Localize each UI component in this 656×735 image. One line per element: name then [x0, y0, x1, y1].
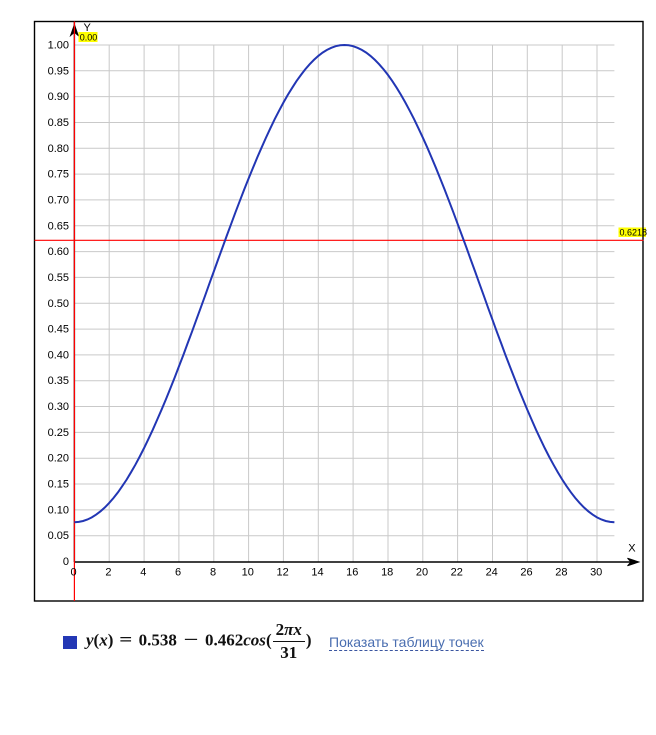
svg-text:0.35: 0.35: [48, 375, 69, 387]
svg-text:0.65: 0.65: [48, 220, 69, 232]
svg-text:12: 12: [276, 567, 288, 579]
svg-text:24: 24: [486, 567, 498, 579]
svg-text:28: 28: [555, 567, 567, 579]
svg-text:0.25: 0.25: [48, 427, 69, 439]
svg-text:0.60: 0.60: [48, 246, 69, 258]
svg-text:0.10: 0.10: [48, 504, 69, 516]
svg-text:0.75: 0.75: [48, 169, 69, 181]
svg-text:16: 16: [346, 567, 358, 579]
svg-text:0.90: 0.90: [48, 91, 69, 103]
svg-text:0.45: 0.45: [48, 324, 69, 336]
svg-text:4: 4: [140, 567, 146, 579]
svg-text:18: 18: [381, 567, 393, 579]
svg-text:0.20: 0.20: [48, 453, 69, 465]
svg-text:0: 0: [63, 556, 69, 568]
svg-text:0.30: 0.30: [48, 401, 69, 413]
svg-text:10: 10: [242, 567, 254, 579]
svg-text:0.40: 0.40: [48, 349, 69, 361]
svg-text:X: X: [628, 543, 636, 555]
svg-text:14: 14: [311, 567, 323, 579]
svg-text:8: 8: [210, 567, 216, 579]
svg-text:6: 6: [175, 567, 181, 579]
svg-text:30: 30: [590, 567, 602, 579]
svg-text:0.70: 0.70: [48, 194, 69, 206]
svg-text:Y: Y: [84, 22, 92, 34]
svg-text:0.85: 0.85: [48, 117, 69, 129]
svg-text:0.15: 0.15: [48, 479, 69, 491]
svg-text:0.6218: 0.6218: [620, 227, 648, 237]
svg-text:0.00: 0.00: [80, 32, 98, 42]
svg-text:0.95: 0.95: [48, 65, 69, 77]
svg-text:0.50: 0.50: [48, 298, 69, 310]
svg-text:2: 2: [105, 567, 111, 579]
svg-text:20: 20: [416, 567, 428, 579]
svg-text:22: 22: [451, 567, 463, 579]
svg-text:0.05: 0.05: [48, 530, 69, 542]
svg-text:0: 0: [71, 567, 77, 579]
svg-text:1.00: 1.00: [48, 40, 69, 52]
svg-text:0.55: 0.55: [48, 272, 69, 284]
svg-text:26: 26: [520, 567, 532, 579]
svg-text:0.80: 0.80: [48, 143, 69, 155]
